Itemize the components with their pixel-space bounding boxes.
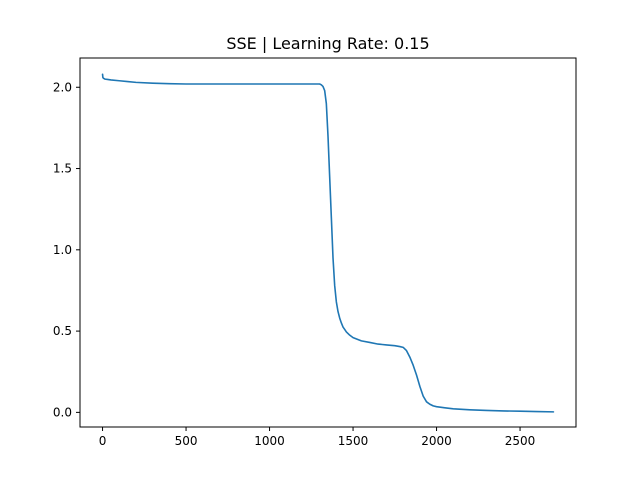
y-tick-label: 0.0 [53, 405, 72, 419]
y-tick-label: 1.5 [53, 162, 72, 176]
x-tick-label: 2500 [505, 434, 536, 448]
y-tick-label: 2.0 [53, 80, 72, 94]
series-line [101, 73, 555, 413]
x-tick-label: 1000 [254, 434, 285, 448]
series-layer [101, 73, 555, 413]
y-tick-label: 1.0 [53, 243, 72, 257]
plot-frame [79, 57, 577, 428]
y-tick-label: 0.5 [53, 324, 72, 338]
x-axis: 0 500 1000 1500 2000 2500 [99, 427, 536, 448]
x-tick-label: 2000 [421, 434, 452, 448]
y-axis: 0.0 0.5 1.0 1.5 2.0 [53, 80, 80, 419]
chart-title: SSE | Learning Rate: 0.15 [226, 34, 429, 53]
x-tick-label: 1500 [338, 434, 369, 448]
x-tick-label: 0 [99, 434, 107, 448]
x-tick-label: 500 [175, 434, 198, 448]
